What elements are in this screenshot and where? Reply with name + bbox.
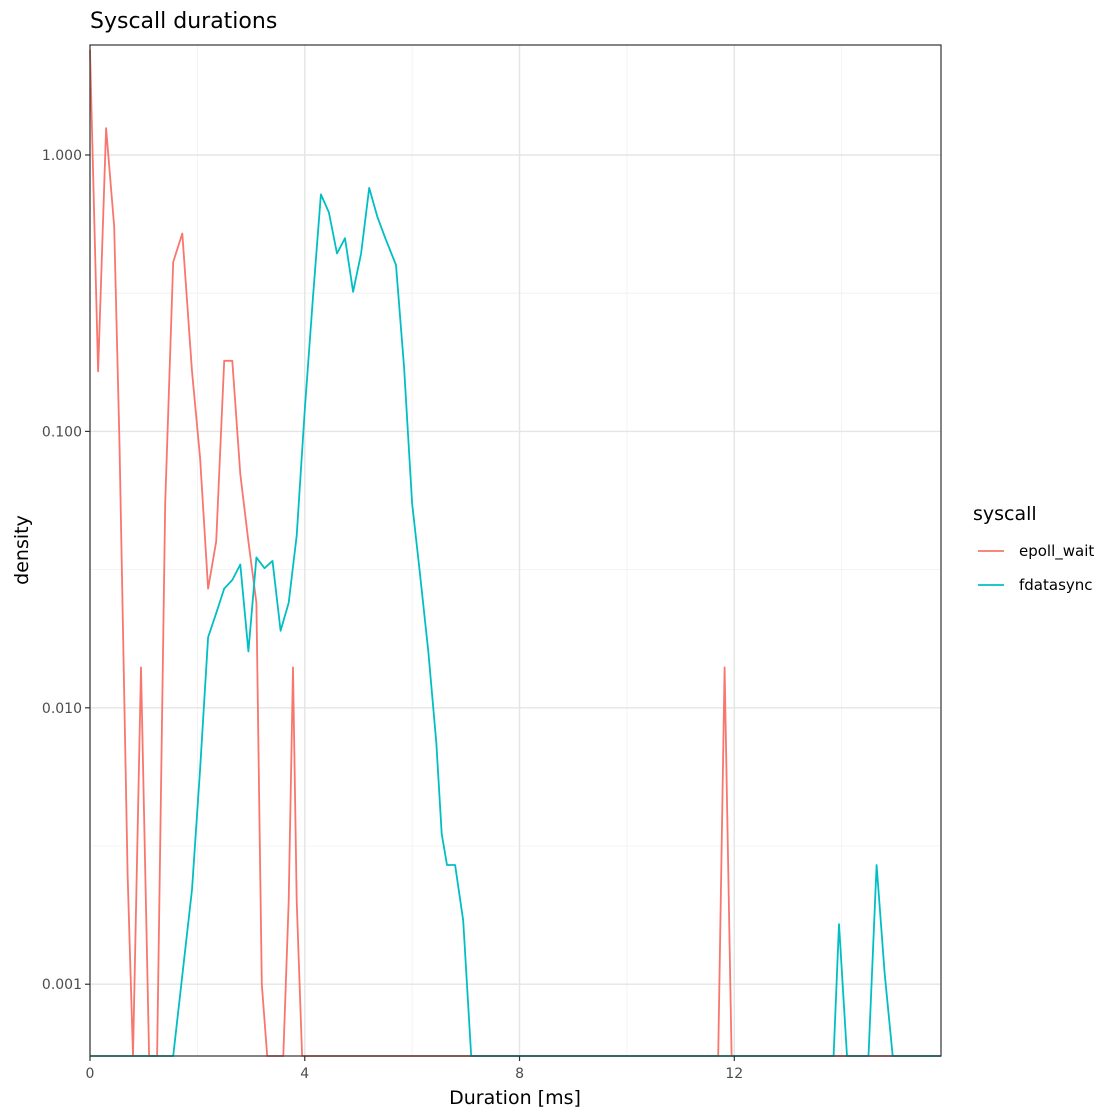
y-axis-title: density [11, 515, 33, 585]
series-line-fdatasync [90, 186, 941, 1057]
y-tick-label: 1.000 [42, 148, 82, 164]
y-tick-label: 0.100 [42, 424, 82, 440]
legend-title: syscall [973, 503, 1037, 525]
x-axis-title: Duration [ms] [449, 1087, 581, 1109]
chart-title: Syscall durations [90, 9, 277, 34]
x-tick-label: 8 [515, 1066, 524, 1082]
y-tick-label: 0.010 [42, 701, 82, 717]
x-tick-label: 12 [725, 1066, 743, 1082]
plot-panel-border [89, 44, 942, 1057]
y-tick-label: 0.001 [42, 977, 82, 993]
y-axis-ticks: 0.001 0.010 0.100 1.000 [42, 148, 90, 993]
major-gridlines [89, 45, 941, 1056]
x-tick-label: 4 [300, 1066, 309, 1082]
series-lines [89, 49, 941, 1057]
legend-label-fdatasync: fdatasync [1019, 576, 1093, 594]
x-tick-label: 0 [86, 1066, 95, 1082]
minor-gridlines [90, 45, 941, 1056]
legend: syscall epoll_wait fdatasync [973, 503, 1094, 594]
series-line-epoll-wait [89, 49, 941, 1057]
legend-label-epoll-wait: epoll_wait [1019, 542, 1094, 561]
x-axis-ticks: 0 4 8 12 [86, 1056, 743, 1082]
